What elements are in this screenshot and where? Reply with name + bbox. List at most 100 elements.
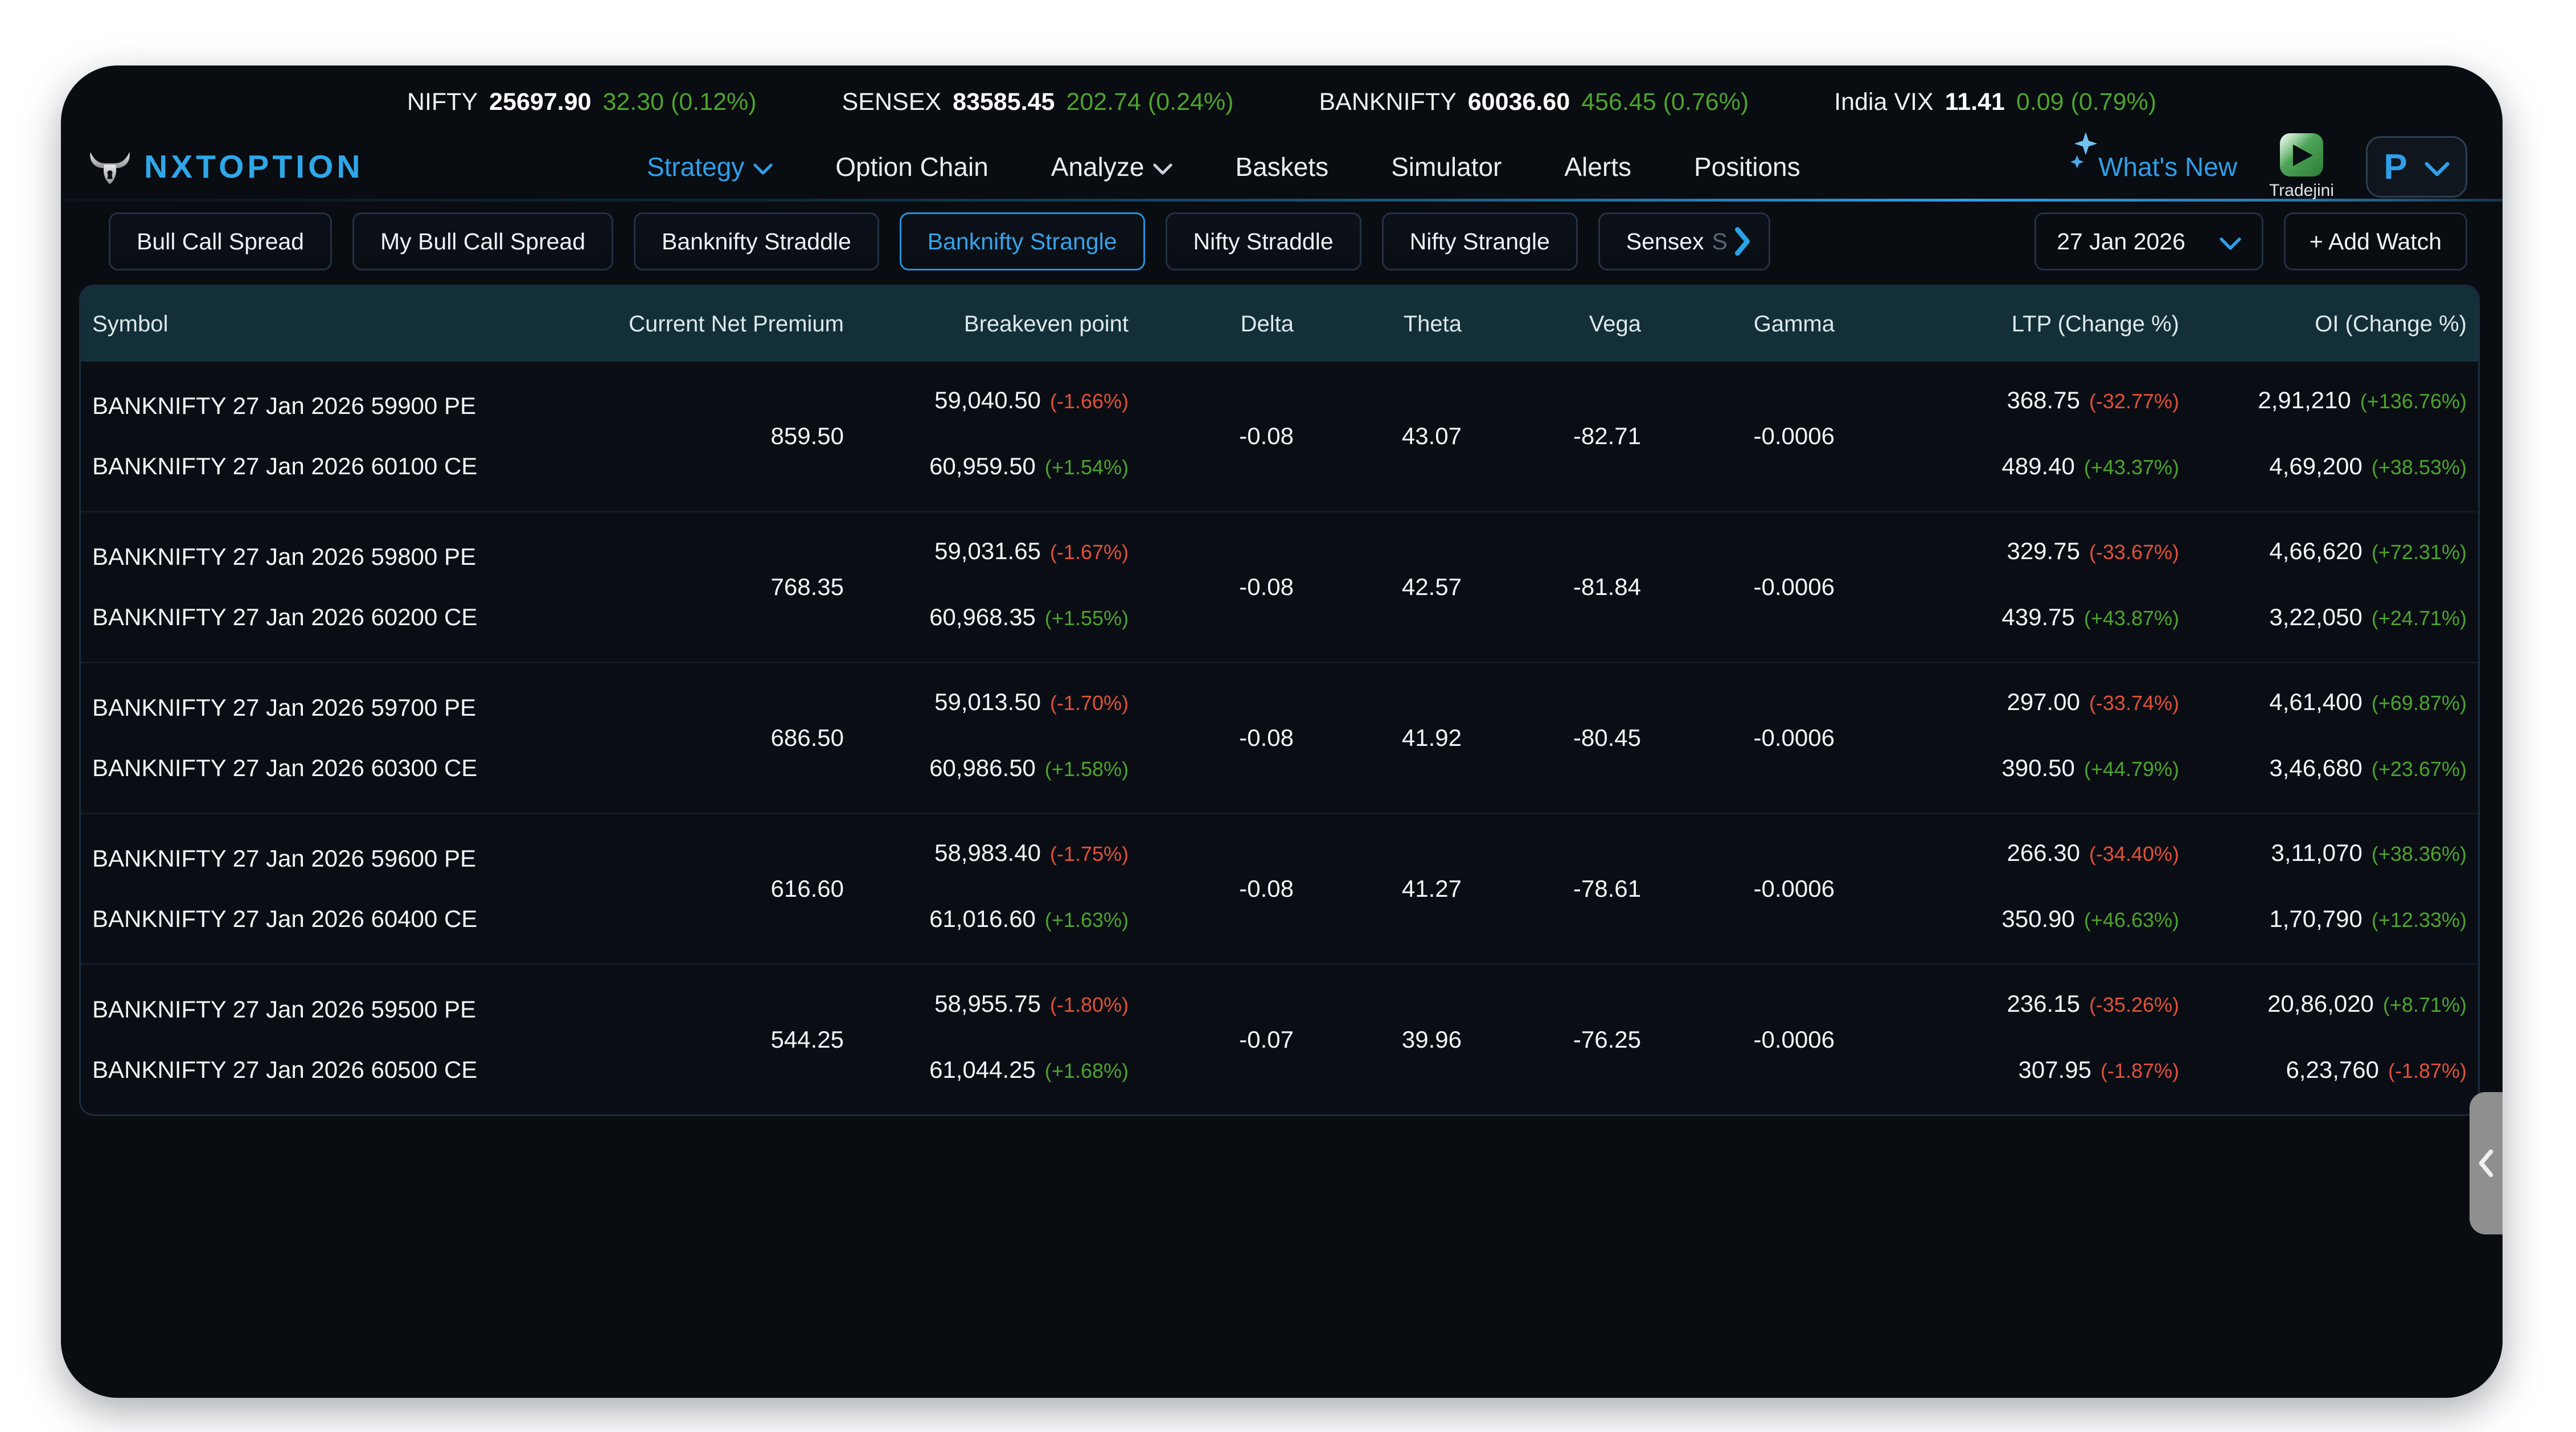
table-row[interactable]: BANKNIFTY 27 Jan 2026 59900 PE BANKNIFTY … xyxy=(81,362,2478,511)
value-line: 60,959.50 (+1.54%) xyxy=(844,440,1129,498)
delta-cell: -0.08 xyxy=(1239,875,1294,902)
value-line: 307.95 (-1.87%) xyxy=(1835,1044,2179,1102)
expiry-dropdown[interactable]: 27 Jan 2026 xyxy=(2034,212,2263,270)
theta-cell: 41.27 xyxy=(1401,875,1462,902)
chevron-down-icon xyxy=(1153,162,1173,176)
value: 59,031.65 xyxy=(934,537,1041,564)
value: 489.40 xyxy=(2001,453,2075,479)
table-row[interactable]: BANKNIFTY 27 Jan 2026 59700 PE BANKNIFTY … xyxy=(81,662,2478,813)
symbol-text: BANKNIFTY 27 Jan 2026 60200 CE xyxy=(92,604,478,630)
value-line: 266.30 (-34.40%) xyxy=(1835,827,2179,885)
ticker-item-banknifty: BANKNIFTY 60036.60 456.45 (0.76%) xyxy=(1319,88,1749,116)
tab-banknifty-straddle[interactable]: Banknifty Straddle xyxy=(634,212,879,270)
gamma-cell: -0.0006 xyxy=(1753,875,1835,902)
value: 60,968.35 xyxy=(929,604,1036,630)
add-watch-label: + Add Watch xyxy=(2309,228,2442,255)
ticker-change: 32.30 (0.12%) xyxy=(602,88,757,116)
tab-label: Nifty Strangle xyxy=(1409,228,1550,255)
table-row[interactable]: BANKNIFTY 27 Jan 2026 59600 PE BANKNIFTY … xyxy=(81,813,2478,963)
nav-item-label: Simulator xyxy=(1391,152,1502,182)
value: 6,23,760 xyxy=(2286,1056,2379,1083)
nav-item-option-chain[interactable]: Option Chain xyxy=(835,151,988,182)
delta-cell: -0.07 xyxy=(1239,1026,1294,1053)
symbol-text: BANKNIFTY 27 Jan 2026 60500 CE xyxy=(92,1056,478,1083)
index-ticker-bar: NIFTY 25697.90 32.30 (0.12%) SENSEX 83585.45… xyxy=(61,65,2503,135)
collapse-panel-handle[interactable] xyxy=(2470,1092,2503,1234)
theta-cell: 39.96 xyxy=(1401,1026,1462,1053)
tab-nifty-strangle[interactable]: Nifty Strangle xyxy=(1381,212,1578,270)
chevron-left-icon xyxy=(2476,1148,2496,1178)
value: 368.75 xyxy=(2007,387,2080,413)
vega-cell: -81.84 xyxy=(1573,573,1641,600)
vega-cell: -78.61 xyxy=(1573,875,1641,902)
theta-cell: 42.57 xyxy=(1401,573,1462,600)
top-nav: NXTOPTION Strategy Option Chain Analyze Bas… xyxy=(61,132,2503,200)
value: 329.75 xyxy=(2007,537,2080,564)
whats-new-link[interactable]: What's New xyxy=(2070,132,2237,182)
value: 58,983.40 xyxy=(934,839,1041,866)
value-line: 297.00 (-33.74%) xyxy=(1835,676,2179,734)
gamma-cell: -0.0006 xyxy=(1753,573,1835,600)
symbol-text: BANKNIFTY 27 Jan 2026 59900 PE xyxy=(92,392,476,419)
value-line: 60,968.35 (+1.55%) xyxy=(844,591,1129,649)
value-line: 390.50 (+44.79%) xyxy=(1835,742,2179,800)
nav-item-simulator[interactable]: Simulator xyxy=(1391,151,1502,182)
breakeven-cell: 58,955.75 (-1.80%) 61,044.25 (+1.68%) xyxy=(844,978,1129,1102)
col-header-ltp-change: LTP (Change %) xyxy=(2011,311,2179,337)
vega-cell: -80.45 xyxy=(1573,724,1641,751)
symbol-text: BANKNIFTY 27 Jan 2026 59700 PE xyxy=(92,694,476,721)
change-percent: (+38.53%) xyxy=(2371,456,2467,479)
ticker-change: 456.45 (0.76%) xyxy=(1581,88,1749,116)
tradejini-icon xyxy=(2280,133,2324,177)
nav-item-positions[interactable]: Positions xyxy=(1694,151,1800,182)
value: 20,86,020 xyxy=(2267,990,2374,1017)
scroll-right-icon[interactable] xyxy=(1731,227,1754,256)
value: 3,46,680 xyxy=(2269,754,2362,781)
tab-bull-call-spread[interactable]: Bull Call Spread xyxy=(109,212,332,270)
tab-sensex[interactable]: Sensex S xyxy=(1598,212,1770,270)
value-line: 59,040.50 (-1.66%) xyxy=(844,374,1129,432)
theta-cell: 41.92 xyxy=(1401,724,1462,751)
nav-right-controls: What's New Tradejini P xyxy=(2070,132,2467,200)
value-line: 58,955.75 (-1.80%) xyxy=(844,978,1129,1036)
value: 61,044.25 xyxy=(929,1056,1036,1083)
add-watch-button[interactable]: + Add Watch xyxy=(2283,212,2467,270)
table-row[interactable]: BANKNIFTY 27 Jan 2026 59500 PE BANKNIFTY … xyxy=(81,963,2478,1114)
broker-badge[interactable]: Tradejini xyxy=(2269,133,2334,200)
change-percent: (-1.67%) xyxy=(1049,540,1129,564)
chevron-down-icon xyxy=(2220,236,2241,251)
brand-logo[interactable]: NXTOPTION xyxy=(88,147,363,187)
change-percent: (+12.33%) xyxy=(2371,908,2467,932)
change-percent: (+72.31%) xyxy=(2371,540,2467,564)
nav-item-baskets[interactable]: Baskets xyxy=(1235,151,1328,182)
value-line: 1,70,790 (+12.33%) xyxy=(2179,893,2467,951)
value-line: 4,66,620 (+72.31%) xyxy=(2179,525,2467,583)
symbol-text: BANKNIFTY 27 Jan 2026 60100 CE xyxy=(92,453,478,479)
tab-nifty-straddle[interactable]: Nifty Straddle xyxy=(1165,212,1361,270)
value: 266.30 xyxy=(2007,839,2080,866)
oi-cell: 3,11,070 (+38.36%) 1,70,790 (+12.33%) xyxy=(2179,827,2467,951)
oi-cell: 4,61,400 (+69.87%) 3,46,680 (+23.67%) xyxy=(2179,676,2467,800)
ticker-label: SENSEX xyxy=(842,88,942,116)
table-row[interactable]: BANKNIFTY 27 Jan 2026 59800 PE BANKNIFTY … xyxy=(81,511,2478,662)
change-percent: (-32.77%) xyxy=(2089,389,2179,413)
nav-item-alerts[interactable]: Alerts xyxy=(1564,151,1631,182)
gamma-cell: -0.0006 xyxy=(1753,1026,1835,1053)
table-header-row: Symbol Current Net Premium Breakeven point… xyxy=(81,286,2478,362)
tab-label: Sensex xyxy=(1626,228,1704,255)
tab-banknifty-strangle[interactable]: Banknifty Strangle xyxy=(899,212,1145,270)
nav-item-analyze[interactable]: Analyze xyxy=(1051,151,1173,182)
nav-item-strategy[interactable]: Strategy xyxy=(647,151,773,182)
change-percent: (+43.87%) xyxy=(2083,606,2179,630)
symbol-text: BANKNIFTY 27 Jan 2026 59500 PE xyxy=(92,996,476,1023)
value-line: 350.90 (+46.63%) xyxy=(1835,893,2179,951)
tab-my-bull-call-spread[interactable]: My Bull Call Spread xyxy=(352,212,614,270)
nav-divider xyxy=(61,199,2503,202)
value-line: 4,61,400 (+69.87%) xyxy=(2179,676,2467,734)
net-premium-cell: 768.35 xyxy=(770,573,844,600)
profile-menu-button[interactable]: P xyxy=(2366,136,2467,198)
delta-cell: -0.08 xyxy=(1239,422,1294,449)
value: 59,040.50 xyxy=(934,387,1041,413)
value-line: 2,91,210 (+136.76%) xyxy=(2179,374,2467,432)
ltp-cell: 236.15 (-35.26%) 307.95 (-1.87%) xyxy=(1835,978,2179,1102)
